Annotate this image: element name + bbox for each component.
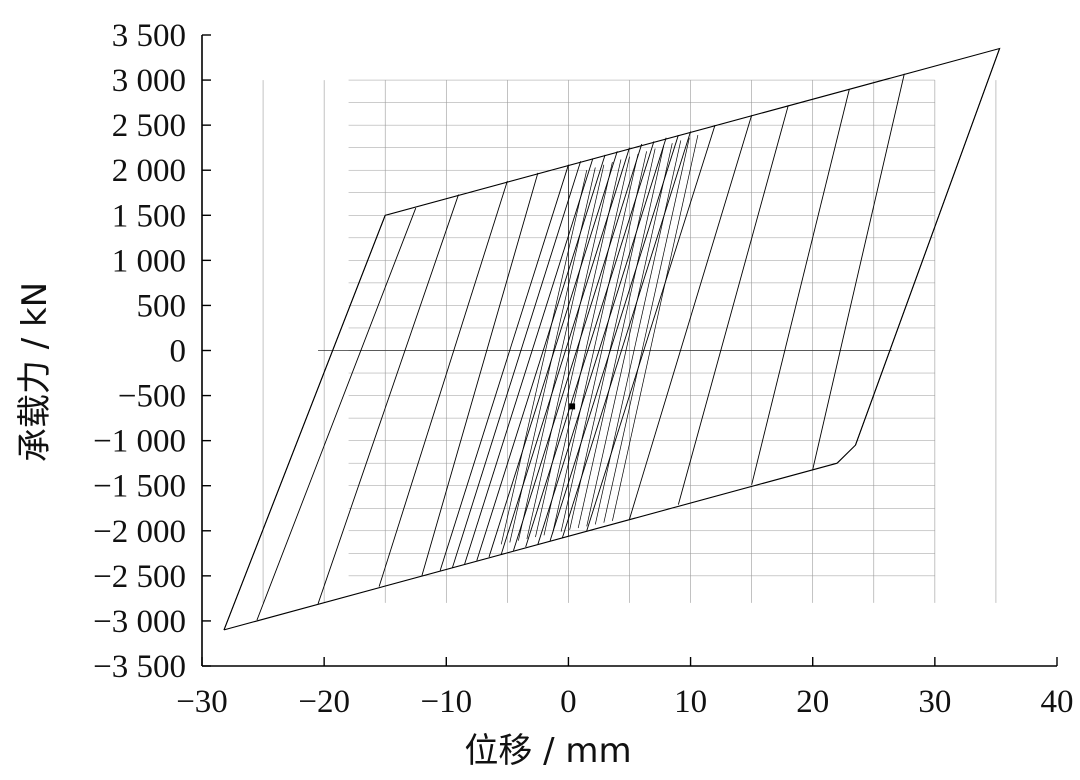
x-tick-label: 10 — [674, 684, 707, 720]
x-axis-ticks: −30 −20 −10 0 10 20 30 40 — [176, 657, 1074, 720]
y-tick-label: −2 500 — [93, 559, 186, 595]
hysteresis-branch — [513, 143, 643, 551]
x-tick-label: 0 — [560, 684, 577, 720]
x-tick-label: −30 — [176, 684, 228, 720]
hysteresis-branch — [439, 164, 569, 571]
hysteresis-branch — [451, 161, 582, 568]
hysteresis-branch — [612, 134, 699, 521]
hysteresis-branch — [535, 159, 622, 538]
hysteresis-branch — [855, 48, 1001, 446]
y-tick-label: 500 — [137, 288, 187, 324]
hysteresis-branch — [812, 73, 905, 470]
hysteresis-branch — [560, 151, 647, 532]
y-tick-label: 0 — [170, 334, 187, 370]
hysteresis-branch — [509, 167, 596, 543]
hysteresis-branch — [421, 172, 539, 576]
hysteresis-branch — [552, 153, 639, 534]
y-tick-label: −500 — [118, 379, 186, 415]
hysteresis-branch — [543, 156, 630, 536]
hysteresis-branch — [594, 140, 682, 525]
hysteresis-branch — [677, 105, 789, 505]
hysteresis-branch — [488, 151, 618, 558]
hysteresis-branch — [526, 162, 613, 539]
x-axis-label: 位移 / mm — [464, 731, 631, 771]
hysteresis-branch — [223, 215, 386, 631]
hysteresis-envelope — [223, 47, 1001, 631]
y-tick-label: 2 000 — [112, 153, 186, 189]
y-tick-label: −1 500 — [93, 469, 186, 505]
y-axis-ticks: −3 500 −3 000 −2 500 −2 000 −1 500 −1 000 −500… — [93, 18, 211, 685]
hysteresis-branch — [586, 143, 673, 527]
y-tick-label: −1 000 — [93, 424, 186, 460]
hysteresis-branch — [256, 207, 417, 621]
y-tick-label: 1 500 — [112, 198, 186, 234]
hysteresis-branch — [751, 88, 850, 485]
hysteresis-branch — [577, 145, 665, 529]
y-tick-label: 2 500 — [112, 108, 186, 144]
hysteresis-branch — [629, 115, 753, 520]
hysteresis-branch — [549, 134, 679, 541]
hysteresis-branch — [603, 137, 690, 523]
hysteresis-branch — [537, 137, 667, 545]
y-tick-label: 3 500 — [112, 18, 186, 54]
hysteresis-branch — [561, 131, 692, 539]
x-tick-label: −10 — [420, 684, 472, 720]
hysteresis-branch — [378, 180, 508, 587]
hysteresis-branch — [464, 158, 594, 565]
hysteresis-branch — [569, 148, 656, 530]
hysteresis-branch — [476, 154, 606, 561]
x-tick-label: 30 — [918, 684, 951, 720]
hysteresis-branch — [586, 125, 716, 531]
x-tick-label: 20 — [796, 684, 829, 720]
plot-area — [223, 47, 1001, 631]
y-tick-label: 3 000 — [112, 63, 186, 99]
hysteresis-branch — [500, 170, 588, 545]
x-tick-label: 40 — [1041, 684, 1074, 720]
y-tick-label: −2 000 — [93, 514, 186, 550]
y-tick-label: 1 000 — [112, 243, 186, 279]
marker-point — [569, 403, 576, 410]
y-tick-label: −3 500 — [93, 649, 186, 685]
y-tick-label: −3 000 — [93, 604, 186, 640]
y-axis-label: 承载力 / kN — [15, 282, 55, 462]
x-tick-label: −20 — [298, 684, 350, 720]
hysteresis-branch — [518, 164, 605, 541]
hysteresis-branch — [525, 141, 655, 548]
hysteresis-branch — [317, 194, 459, 604]
